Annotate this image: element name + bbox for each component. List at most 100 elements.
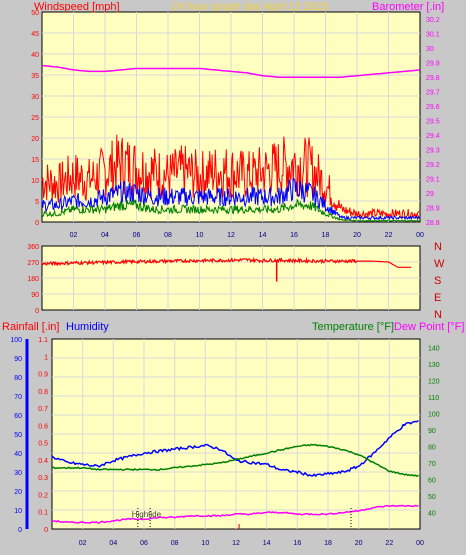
climate-x-tick-label: 18 xyxy=(324,540,332,547)
direction-compass-label: W xyxy=(434,258,445,270)
humidity-y-tick-label: 50 xyxy=(14,432,22,439)
humidity-y-tick-label: 70 xyxy=(14,394,22,401)
wind-x-tick-label: 20 xyxy=(353,232,361,239)
barometer-y-tick-label: 29.8 xyxy=(426,75,440,82)
wind-y-tick-label: 10 xyxy=(31,178,39,185)
rain-axis-label: Rainfall [.in] xyxy=(2,321,59,333)
humidity-y-tick-label: 20 xyxy=(14,489,22,496)
temperature-y-tick-label: 40 xyxy=(428,510,436,517)
barometer-y-tick-label: 29.6 xyxy=(426,104,440,111)
humidity-y-tick-label: 90 xyxy=(14,356,22,363)
climate-x-tick-label: 22 xyxy=(385,540,393,547)
climate-x-tick-label: 06 xyxy=(140,540,148,547)
wind-x-tick-label: 10 xyxy=(196,232,204,239)
dew-point-line xyxy=(51,504,419,524)
wind-y-tick-label: 20 xyxy=(31,136,39,143)
rain-y-tick-label: 1 xyxy=(44,354,48,361)
direction-compass-label: E xyxy=(434,292,441,304)
wind-x-tick-label: 00 xyxy=(416,232,424,239)
humidity-y-tick-label: 10 xyxy=(14,508,22,515)
barometer-y-tick-label: 28.9 xyxy=(426,206,440,213)
wind-x-tick-label: 04 xyxy=(101,232,109,239)
barometer-axis-label: Barometer [.in] xyxy=(372,1,444,13)
rain-y-tick-label: 0.7 xyxy=(38,406,48,413)
wind-avg-line xyxy=(41,177,420,221)
chart-title: 24 hour graph day April 12 2023 xyxy=(172,1,329,13)
wind-x-tick-label: 16 xyxy=(290,232,298,239)
temperature-y-tick-label: 140 xyxy=(428,345,440,352)
barometer-y-tick-label: 30.2 xyxy=(426,17,440,24)
barometer-y-tick-label: 29.7 xyxy=(426,90,440,97)
dewpoint-axis-label: Dew Point [°F] xyxy=(394,321,464,333)
barometer-y-tick-label: 30 xyxy=(426,46,434,53)
temperature-y-tick-label: 90 xyxy=(428,428,436,435)
climate-x-tick-label: 04 xyxy=(109,540,117,547)
wind-y-tick-label: 45 xyxy=(31,31,39,38)
rain-y-tick-label: 0.6 xyxy=(38,423,48,430)
wind-y-tick-label: 5 xyxy=(35,199,39,206)
wind-x-tick-label: 18 xyxy=(322,232,330,239)
wind-x-tick-label: 08 xyxy=(164,232,172,239)
barometer-y-tick-label: 29.2 xyxy=(426,162,440,169)
temperature-line xyxy=(51,443,419,478)
climate-x-tick-label: 08 xyxy=(171,540,179,547)
barometer-y-tick-label: 28.8 xyxy=(426,220,440,227)
temperature-y-tick-label: 110 xyxy=(428,395,439,402)
humidity-y-tick-label: 0 xyxy=(18,527,22,534)
rain-y-tick-label: 0.9 xyxy=(38,372,48,379)
rain-y-tick-label: 0.4 xyxy=(38,458,48,465)
temperature-axis-label: Temperature [°F] xyxy=(312,321,394,333)
wind-y-tick-label: 15 xyxy=(31,157,39,164)
rain-y-tick-label: 0.8 xyxy=(38,389,48,396)
wind-y-tick-label: 25 xyxy=(31,115,39,122)
climate-x-tick-label: 00 xyxy=(416,540,424,547)
temperature-y-tick-label: 130 xyxy=(428,362,440,369)
rain-y-tick-label: 1.1 xyxy=(38,337,48,344)
direction-y-tick-label: 90 xyxy=(31,292,39,299)
barometer-y-tick-label: 29.1 xyxy=(426,177,440,184)
rain-y-tick-label: 0 xyxy=(44,527,48,534)
climate-x-tick-label: 20 xyxy=(355,540,363,547)
wind-gust-line xyxy=(41,134,420,220)
wind-min-line xyxy=(41,198,420,222)
humidity-y-tick-label: 60 xyxy=(14,413,22,420)
temperature-y-tick-label: 50 xyxy=(428,494,436,501)
climate-x-tick-label: 02 xyxy=(79,540,87,547)
temperature-y-tick-label: 120 xyxy=(428,378,440,385)
temperature-y-tick-label: 70 xyxy=(428,461,436,468)
wind-axis-label: Windspeed [mph] xyxy=(34,1,120,13)
barometer-y-tick-label: 29.5 xyxy=(426,119,440,126)
wind-x-tick-label: 12 xyxy=(227,232,235,239)
wind-y-tick-label: 50 xyxy=(31,10,39,17)
climate-x-tick-label: 16 xyxy=(293,540,301,547)
humidity-y-tick-label: 40 xyxy=(14,451,22,458)
wind-x-tick-label: 22 xyxy=(385,232,393,239)
temperature-y-tick-label: 60 xyxy=(428,477,436,484)
barometer-y-tick-label: 29 xyxy=(426,191,434,198)
wind-x-tick-label: 06 xyxy=(133,232,141,239)
temperature-y-tick-label: 80 xyxy=(428,444,436,451)
direction-compass-label: S xyxy=(434,275,441,287)
barometer-line xyxy=(41,64,421,78)
wind-y-tick-label: 0 xyxy=(35,220,39,227)
humidity-y-tick-label: 80 xyxy=(14,375,22,382)
hightide-annotation: Hightide xyxy=(132,510,162,519)
barometer-y-tick-label: 29.4 xyxy=(426,133,440,140)
climate-x-tick-label: 12 xyxy=(232,540,240,547)
wind-y-tick-label: 35 xyxy=(31,73,39,80)
barometer-y-tick-label: 29.9 xyxy=(426,61,440,68)
humidity-y-tick-label: 30 xyxy=(14,470,22,477)
wind-x-tick-label: 14 xyxy=(259,232,267,239)
rain-y-tick-label: 0.5 xyxy=(38,441,48,448)
wind-x-tick-label: 02 xyxy=(70,232,78,239)
direction-compass-label: N xyxy=(434,309,442,321)
rain-y-tick-label: 0.1 xyxy=(38,510,48,517)
barometer-y-tick-label: 30.1 xyxy=(426,32,440,39)
direction-y-tick-label: 270 xyxy=(27,260,39,267)
rain-y-tick-label: 0.2 xyxy=(38,492,48,499)
direction-y-tick-label: 180 xyxy=(27,276,39,283)
barometer-y-tick-label: 29.3 xyxy=(426,148,440,155)
direction-y-tick-label: 360 xyxy=(27,244,39,251)
